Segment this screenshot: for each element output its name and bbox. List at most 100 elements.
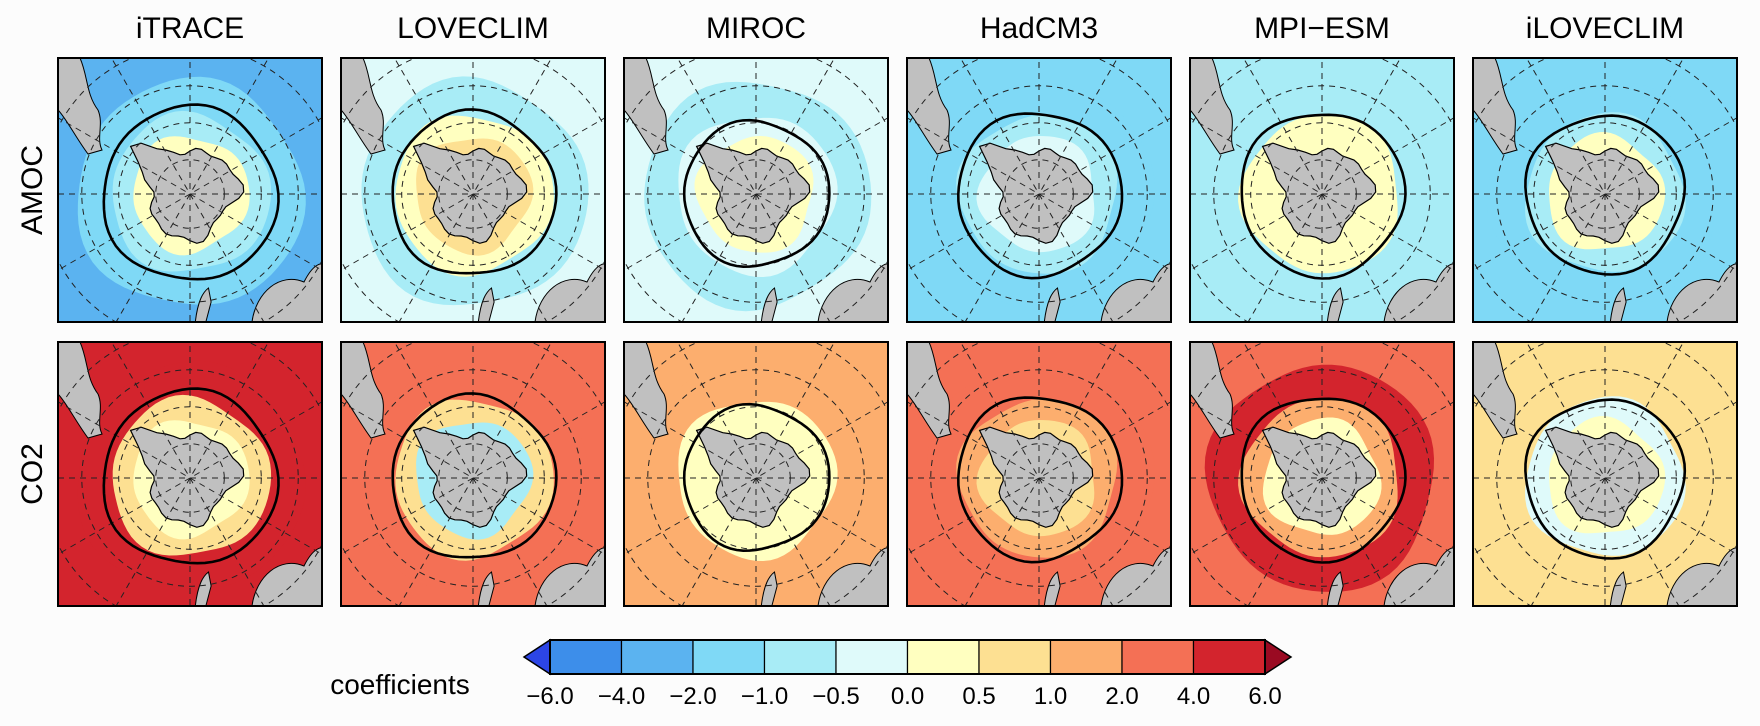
panel-co2-itrace	[57, 341, 323, 607]
colorbar-title: coefficients	[330, 669, 470, 700]
new-zealand	[1609, 571, 1627, 606]
front-contour	[102, 387, 280, 565]
south-america	[58, 58, 103, 155]
column-title-hadcm3: HadCM3	[980, 12, 1098, 45]
row-label-amoc: AMOC	[16, 145, 49, 235]
panel-frame	[1189, 341, 1455, 607]
south-america	[1473, 58, 1518, 155]
colorbar-bin	[692, 639, 766, 675]
colorbar-bin	[1049, 639, 1123, 675]
new-zealand	[194, 287, 212, 322]
south-america	[341, 58, 386, 155]
colorbar-bin	[906, 639, 980, 675]
south-america	[1473, 342, 1518, 439]
front-contour	[956, 112, 1124, 280]
antarctica	[1261, 142, 1377, 244]
panel-frame	[57, 57, 323, 323]
colorbar-bin	[549, 639, 623, 675]
front-contour	[682, 402, 831, 553]
antarctica	[695, 426, 811, 528]
column-title-iloveclim: iLOVECLIM	[1526, 12, 1684, 45]
panel-frame	[906, 341, 1172, 607]
front-contour	[391, 392, 558, 559]
column-title-mpi-esm: MPI−ESM	[1254, 12, 1390, 45]
colorbar-bin	[835, 639, 909, 675]
new-zealand	[760, 571, 778, 606]
colorbar-extend-low	[522, 638, 551, 676]
colorbar-tick-label: 4.0	[1177, 683, 1210, 710]
front-contour	[682, 118, 831, 269]
antarctica	[978, 142, 1094, 244]
colorbar-tick-label: 0.5	[962, 683, 995, 710]
front-contour	[956, 396, 1124, 564]
panel-frame	[1472, 341, 1738, 607]
panel-frame	[1189, 57, 1455, 323]
south-america	[907, 58, 952, 155]
colorbar-tick-label: 6.0	[1248, 683, 1281, 710]
antarctica	[1261, 426, 1377, 528]
south-america	[58, 342, 103, 439]
antarctica	[129, 426, 245, 528]
front-contour	[1524, 114, 1687, 276]
colorbar-frame	[549, 639, 1266, 675]
column-title-loveclim: LOVECLIM	[397, 12, 549, 45]
antarctica	[412, 426, 528, 528]
column-titles: iTRACE LOVECLIM MIROC HadCM3 MPI−ESM iLOVECLI…	[136, 12, 1684, 45]
panel-amoc-hadcm3	[906, 57, 1172, 323]
antarctica	[129, 142, 245, 244]
new-zealand	[1326, 287, 1344, 322]
antarctica	[412, 142, 528, 244]
panel-frame	[906, 57, 1172, 323]
panel-amoc-itrace	[57, 57, 323, 323]
colorbar-bin	[763, 639, 837, 675]
colorbar-tick-label: 1.0	[1034, 683, 1067, 710]
column-title-miroc: MIROC	[706, 12, 806, 45]
colorbar-bin	[1192, 639, 1266, 675]
colorbar-bin	[620, 639, 694, 675]
south-america	[1190, 58, 1235, 155]
row-labels: AMOC CO2	[16, 145, 49, 505]
south-america	[907, 342, 952, 439]
south-america	[624, 342, 669, 439]
colorbar-bin	[1121, 639, 1195, 675]
panel-amoc-loveclim	[340, 57, 606, 323]
panel-frame	[1472, 57, 1738, 323]
colorbar-tick-label: −4.0	[598, 683, 645, 710]
new-zealand	[1609, 287, 1627, 322]
front-contour	[102, 103, 280, 281]
panel-co2-hadcm3	[906, 341, 1172, 607]
row-label-co2: CO2	[16, 443, 49, 505]
new-zealand	[760, 287, 778, 322]
new-zealand	[477, 571, 495, 606]
panel-frame	[340, 57, 606, 323]
antarctica	[1544, 142, 1660, 244]
panel-frame	[623, 341, 889, 607]
panel-amoc-mpi-esm	[1189, 57, 1455, 323]
colorbar: −6.0 −4.0 −2.0 −1.0 −0.5 0.0 0.5 1.0 2.0 4.0 6.0 co…	[330, 638, 1293, 710]
antarctica	[1544, 426, 1660, 528]
antarctica	[695, 142, 811, 244]
south-america	[624, 58, 669, 155]
front-contour	[1240, 113, 1407, 280]
colorbar-tick-label: −2.0	[669, 683, 716, 710]
colorbar-tick-label: −1.0	[741, 683, 788, 710]
front-contour	[1240, 397, 1407, 564]
panel-amoc-miroc	[623, 57, 889, 323]
panel-co2-loveclim	[340, 341, 606, 607]
panel-frame	[623, 57, 889, 323]
antarctica	[978, 426, 1094, 528]
colorbar-tick-label: −6.0	[526, 683, 573, 710]
panel-frame	[340, 341, 606, 607]
colorbar-extend-high	[1264, 638, 1293, 676]
new-zealand	[194, 571, 212, 606]
panel-co2-iloveclim	[1472, 341, 1738, 607]
new-zealand	[1043, 287, 1061, 322]
colorbar-tick-label: 2.0	[1105, 683, 1138, 710]
new-zealand	[1043, 571, 1061, 606]
front-contour	[1524, 398, 1687, 560]
new-zealand	[1326, 571, 1344, 606]
south-america	[341, 342, 386, 439]
panel-co2-mpi-esm	[1189, 341, 1455, 607]
